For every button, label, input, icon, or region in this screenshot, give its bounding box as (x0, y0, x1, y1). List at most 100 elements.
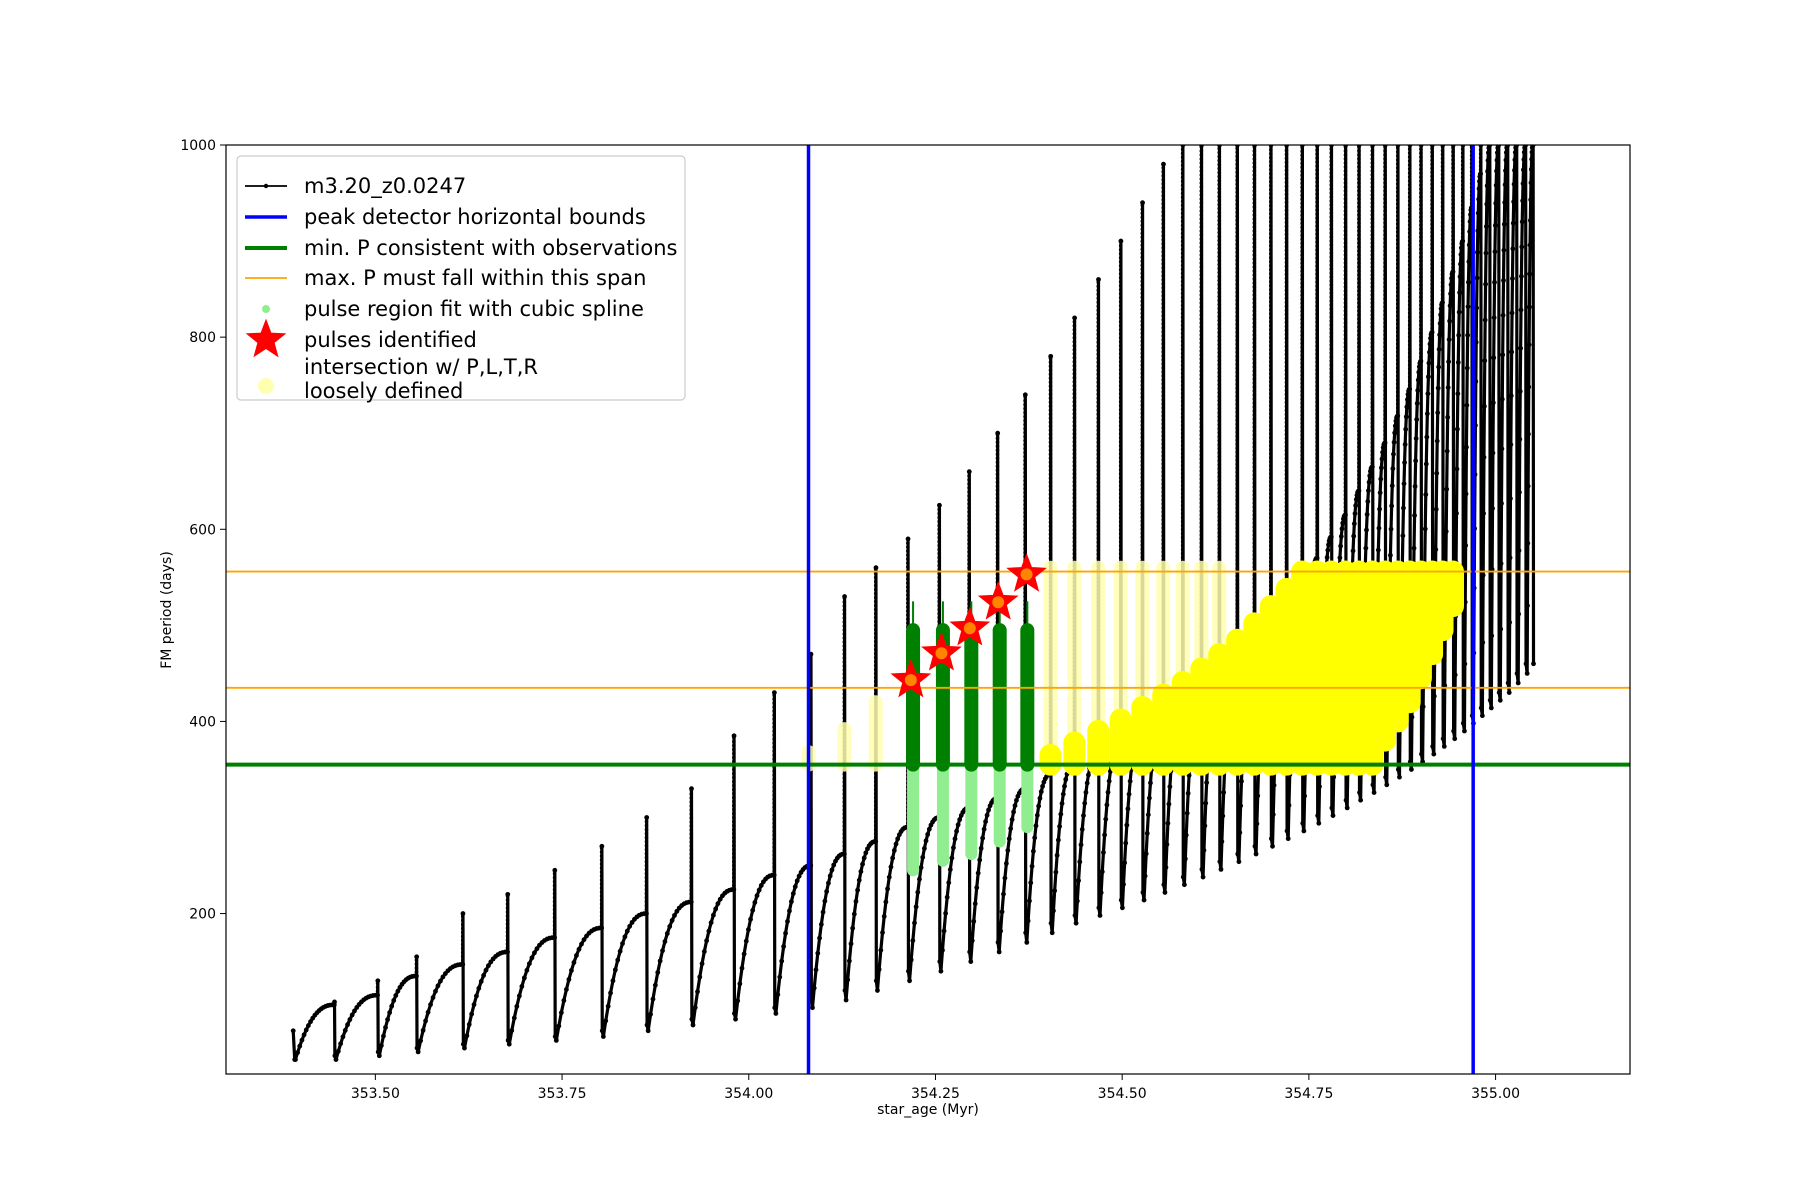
track-marker (376, 1053, 382, 1059)
spike-marker (1072, 443, 1077, 448)
spike-marker (1161, 434, 1166, 438)
track-marker (1164, 842, 1170, 847)
track-marker (534, 946, 540, 952)
spike-marker (772, 709, 776, 713)
spike-marker (1315, 532, 1319, 536)
spike-marker (937, 555, 941, 560)
track-marker (1375, 547, 1381, 553)
spike-marker (552, 935, 557, 940)
track-marker (657, 958, 663, 964)
spike-marker (1284, 145, 1289, 149)
spike-marker (842, 636, 847, 640)
spike-marker (1235, 166, 1239, 171)
track-marker (1058, 811, 1064, 817)
spike-marker (689, 804, 694, 808)
spike-marker (1161, 166, 1166, 170)
spike-marker (1023, 446, 1027, 451)
track-marker (1051, 908, 1056, 914)
spike-marker (1395, 322, 1400, 326)
track-marker (620, 941, 625, 946)
spike-marker (1284, 392, 1289, 397)
spike-marker (1357, 305, 1361, 309)
track-marker (692, 1005, 698, 1011)
track-marker (1301, 828, 1307, 834)
spike-marker (1252, 421, 1257, 425)
spike-marker (1217, 234, 1222, 239)
spike-marker (1217, 194, 1222, 199)
spike-marker (732, 867, 736, 872)
spike-marker (1268, 145, 1273, 148)
spike-marker (1072, 371, 1077, 376)
spike-marker (1118, 375, 1123, 380)
spike-marker (1252, 369, 1257, 373)
spike-marker (1161, 174, 1166, 178)
track-marker (842, 988, 848, 993)
spike-marker (1329, 395, 1334, 399)
spike-marker (689, 836, 694, 840)
spike-marker (937, 591, 941, 596)
spike-marker (1217, 182, 1222, 187)
spike-marker (937, 579, 941, 584)
spike-marker (842, 608, 847, 612)
spike-marker (1440, 220, 1445, 225)
spike-marker (995, 612, 1000, 617)
spike-marker (1268, 283, 1273, 288)
track-marker (1096, 277, 1101, 282)
track-marker (1505, 680, 1511, 686)
track-marker (1509, 349, 1515, 355)
track-marker (295, 1050, 301, 1055)
spike-marker (1343, 197, 1348, 201)
spike-marker (1199, 213, 1204, 217)
spike-marker (1284, 176, 1289, 181)
track-marker (941, 928, 947, 934)
spike-marker (1478, 164, 1483, 168)
spike-marker (1199, 193, 1204, 197)
spike-marker (1180, 251, 1185, 256)
spike-marker (1096, 328, 1101, 333)
spike-marker (1096, 460, 1101, 465)
spike-marker (1357, 429, 1361, 433)
spike-marker (772, 809, 776, 813)
spike-marker (1407, 295, 1412, 299)
track-marker (954, 828, 959, 834)
spike-marker (1252, 153, 1257, 157)
spike-marker (1180, 179, 1185, 184)
spike-marker (1161, 462, 1166, 466)
spike-marker (1343, 453, 1348, 457)
spike-marker (644, 863, 649, 868)
spike-marker (1284, 228, 1289, 233)
spike-marker (1217, 226, 1222, 231)
spike-marker (1180, 247, 1185, 252)
spike-marker (1096, 420, 1101, 425)
spike-marker (1140, 347, 1145, 352)
spike-marker (1252, 597, 1257, 601)
spike-marker (1395, 314, 1400, 318)
spike-marker (1284, 396, 1289, 401)
spike-marker (1329, 287, 1334, 291)
spike-marker (1329, 387, 1334, 391)
spike-marker (1199, 409, 1204, 413)
spike-marker (873, 775, 878, 780)
spike-marker (1235, 366, 1239, 371)
track-marker (1528, 167, 1534, 172)
spike-marker (1315, 540, 1319, 544)
track-marker (1457, 290, 1463, 296)
spike-marker (1357, 177, 1361, 181)
spike-marker (1300, 325, 1304, 330)
spike-marker (1343, 309, 1348, 313)
spike-marker (1118, 359, 1123, 364)
spike-marker (1252, 277, 1257, 281)
track-marker (1412, 513, 1417, 518)
spike-marker (1357, 249, 1361, 253)
spike-marker (1315, 448, 1319, 452)
spike-marker (1180, 459, 1185, 464)
track-marker (1454, 510, 1459, 516)
spike-marker (1383, 229, 1387, 233)
spike-marker (1407, 219, 1412, 223)
spike-marker (689, 856, 694, 860)
spike-marker (906, 597, 910, 601)
track-marker (1506, 690, 1512, 695)
spike-marker (1343, 405, 1348, 409)
spike-marker (1118, 507, 1123, 512)
spike-marker (1440, 292, 1445, 297)
